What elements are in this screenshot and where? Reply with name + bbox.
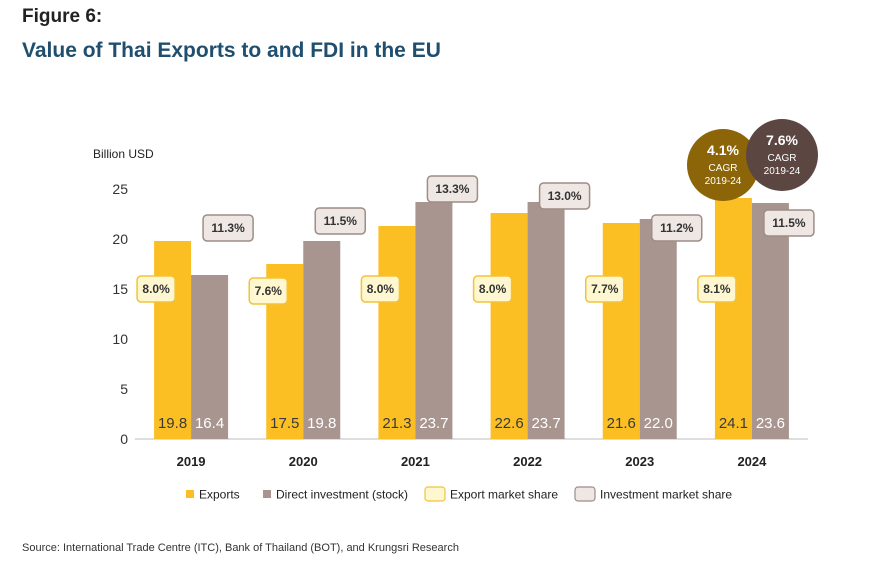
x-tick-label: 2020 [289, 454, 318, 469]
cagr-value: 4.1% [707, 142, 739, 158]
investment-share-box [538, 182, 591, 210]
figure-label: Figure 6: [22, 6, 103, 27]
cagr-value: 7.6% [766, 132, 798, 148]
fdi-value-label: 22.0 [644, 415, 673, 432]
y-tick-label: 0 [120, 431, 128, 447]
export-share-box [136, 275, 176, 303]
legend-fdi-swatch [263, 490, 271, 498]
exports-bar [154, 241, 192, 439]
fdi-value-label: 23.7 [419, 415, 448, 432]
investment-share-label: 11.5% [324, 214, 358, 228]
source-note: Source: International Trade Centre (ITC)… [22, 542, 459, 554]
cagr-bubble [746, 119, 818, 191]
export-share-box [697, 275, 737, 303]
fdi-value-label: 23.7 [531, 415, 560, 432]
x-tick-label: 2021 [401, 454, 430, 469]
y-axis-label: Billion USD [93, 147, 154, 161]
exports-value-label: 19.8 [158, 415, 187, 432]
y-tick-label: 20 [112, 231, 128, 247]
cagr-label: CAGR [709, 163, 738, 174]
fdi-bar [303, 241, 341, 439]
exports-bar [378, 226, 416, 439]
legend-export-share-swatch [424, 486, 446, 502]
exports-bar [602, 223, 640, 439]
export-share-box [360, 275, 401, 303]
cagr-period: 2019-24 [764, 166, 801, 177]
export-share-label: 8.0% [367, 282, 395, 296]
export-share-box [585, 275, 625, 303]
investment-share-label: 13.3% [435, 182, 469, 196]
fdi-bar [751, 203, 789, 439]
export-share-label: 7.6% [255, 284, 283, 298]
investment-share-box [651, 214, 703, 242]
fdi-value-label: 19.8 [307, 415, 336, 432]
exports-value-label: 17.5 [270, 415, 299, 432]
y-tick-label: 25 [112, 181, 128, 197]
exports-value-label: 21.6 [607, 415, 636, 432]
x-tick-label: 2019 [177, 454, 206, 469]
y-tick-label: 15 [112, 281, 128, 297]
fdi-bar [191, 275, 229, 439]
y-tick-label: 5 [120, 381, 128, 397]
exports-bar [714, 198, 752, 439]
legend-exports-swatch [186, 490, 194, 498]
cagr-bubble [687, 129, 759, 201]
legend-label: Exports [199, 488, 240, 502]
investment-share-box [314, 207, 366, 235]
fdi-bar [639, 219, 677, 439]
investment-share-box [763, 209, 815, 237]
legend-label: Investment market share [600, 488, 732, 502]
exports-value-label: 21.3 [382, 415, 411, 432]
investment-share-box [202, 214, 254, 242]
investment-share-label: 11.3% [211, 221, 245, 235]
fdi-bar [415, 202, 453, 439]
fdi-value-label: 23.6 [756, 415, 785, 432]
y-tick-label: 10 [112, 331, 128, 347]
investment-share-label: 11.2% [660, 221, 694, 235]
exports-value-label: 24.1 [719, 415, 748, 432]
export-share-box [248, 277, 288, 305]
fdi-value-label: 16.4 [195, 415, 224, 432]
legend-label: Direct investment (stock) [276, 488, 408, 502]
exports-bar [490, 213, 528, 439]
investment-share-label: 13.0% [548, 189, 582, 203]
cagr-label: CAGR [768, 153, 797, 164]
x-tick-label: 2023 [625, 454, 654, 469]
exports-value-label: 22.6 [494, 415, 523, 432]
chart-canvas: Billion USD 0 5 10 15 20 25 19.8 16.4 2019 8.0% 11.… [93, 119, 818, 502]
export-share-label: 7.7% [591, 282, 619, 296]
fdi-bar [527, 202, 565, 439]
export-share-box [472, 275, 513, 303]
x-tick-label: 2022 [513, 454, 542, 469]
export-share-label: 8.0% [142, 282, 170, 296]
x-tick-label: 2024 [737, 454, 767, 469]
export-share-label: 8.0% [479, 282, 507, 296]
legend-investment-share-swatch [574, 486, 596, 502]
investment-share-label: 11.5% [772, 216, 806, 230]
legend-label: Export market share [450, 488, 558, 502]
export-share-label: 8.1% [703, 282, 731, 296]
chart-title: Value of Thai Exports to and FDI in the … [22, 39, 441, 62]
investment-share-box [426, 175, 479, 203]
cagr-period: 2019-24 [705, 176, 742, 187]
